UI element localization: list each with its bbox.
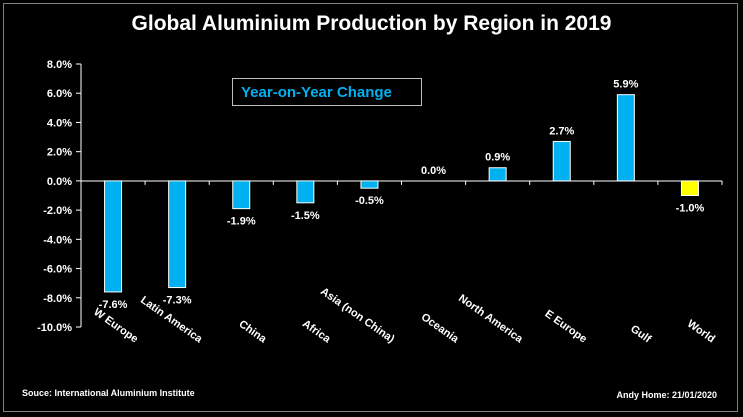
y-axis-ticks: 8.0% 6.0% 4.0% 2.0% 0.0% -2.0% -4.0% -6.0% -8.0%… — [37, 59, 723, 334]
x-category-label: China — [236, 318, 269, 346]
bar-asia-non-china- — [360, 180, 379, 189]
data-label: 2.7% — [549, 125, 574, 137]
chart-title: Global Aluminium Production by Region in… — [131, 12, 612, 35]
bar-china — [232, 180, 251, 210]
data-label: -1.9% — [227, 216, 256, 228]
x-category-label: W Europe — [91, 306, 140, 345]
y-tick-label: -8.0% — [43, 293, 72, 305]
y-tick-label: -2.0% — [43, 205, 72, 217]
y-tick-label: -6.0% — [43, 264, 72, 276]
bar-north-america — [488, 167, 507, 182]
data-label: -1.5% — [291, 210, 320, 222]
x-category-label: World — [685, 318, 717, 346]
bars — [104, 94, 699, 293]
chart-frame — [3, 3, 738, 412]
bar-gulf — [616, 94, 635, 182]
y-tick-label: 6.0% — [47, 88, 72, 100]
x-category-label: E Europe — [542, 308, 588, 346]
y-tick-label: -10.0% — [37, 322, 72, 334]
author-note: Andy Home: 21/01/2020 — [616, 390, 717, 400]
bar-e-europe — [552, 140, 571, 182]
y-tick-label: -4.0% — [43, 234, 72, 246]
source-note: Souce: International Aluminium Institute — [22, 388, 195, 398]
x-category-label: North America — [456, 292, 525, 346]
data-label: 5.9% — [613, 79, 638, 91]
legend: Year-on-Year Change — [232, 78, 422, 106]
legend-label: Year-on-Year Change — [241, 84, 392, 101]
data-label: 0.0% — [421, 165, 446, 177]
x-category-label: Gulf — [628, 323, 653, 346]
bar-latin-america — [168, 180, 187, 289]
y-tick-label: 4.0% — [47, 117, 72, 129]
y-tick-label: 0.0% — [47, 176, 72, 188]
data-label: -7.6% — [99, 299, 128, 311]
data-label: -0.5% — [355, 195, 384, 207]
y-tick-label: 8.0% — [47, 59, 72, 71]
data-labels: -7.6% -7.3% -1.9% -1.5% -0.5% 0.0% 0.9% 2.7% 5.9… — [99, 79, 705, 311]
data-label: -1.0% — [676, 203, 705, 215]
bar-africa — [296, 180, 315, 204]
bar-world — [680, 180, 699, 196]
data-label: -7.3% — [163, 295, 192, 307]
bar-w-europe — [104, 180, 123, 293]
data-label: 0.9% — [485, 152, 510, 164]
x-category-label: Oceania — [419, 311, 462, 346]
x-category-label: Africa — [300, 318, 333, 346]
y-tick-label: 2.0% — [47, 147, 72, 159]
